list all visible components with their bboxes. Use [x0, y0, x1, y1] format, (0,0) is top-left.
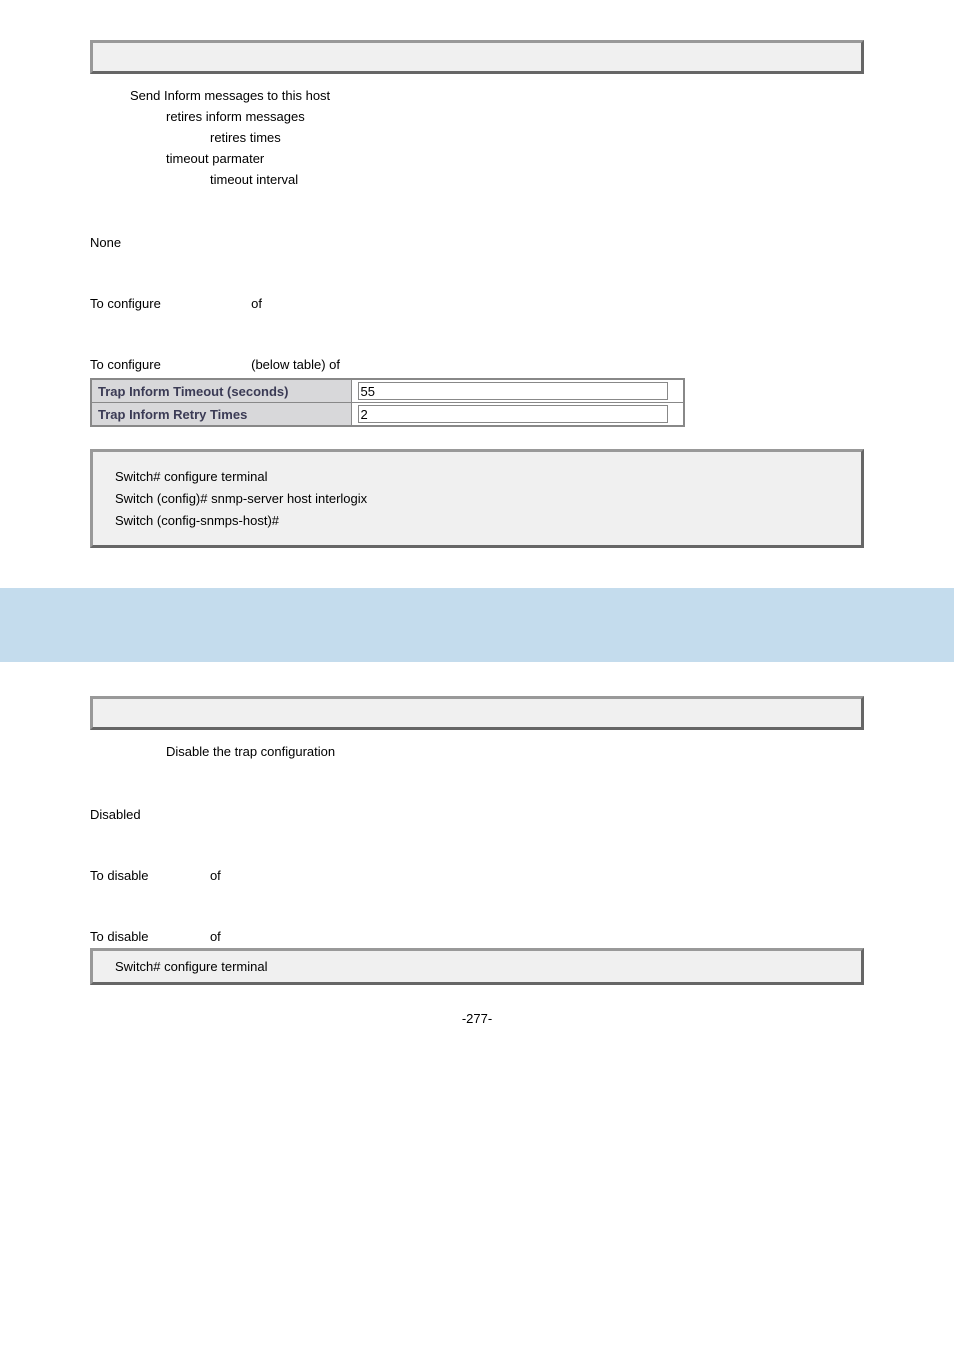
example-line-1: To configure (below table) of: [90, 357, 864, 372]
param-timeout-desc: timeout interval: [210, 172, 864, 187]
example-mid: (below table) of: [251, 357, 340, 372]
trap-retry-label: Trap Inform Retry Times: [91, 403, 351, 427]
syntax-box-1: [90, 40, 864, 74]
param-no-desc: Disable the trap configuration: [166, 744, 864, 759]
param-retries-label: retires inform messages: [166, 109, 864, 124]
example-box-2: Switch# configure terminal: [90, 948, 864, 985]
usage-mid: of: [251, 296, 262, 311]
section-divider-banner: [0, 588, 954, 662]
usage-mid-2: of: [210, 868, 221, 883]
page-number: -277-: [90, 1011, 864, 1026]
param-informs-desc: Send Inform messages to this host: [130, 88, 864, 103]
trap-retry-input[interactable]: [358, 405, 668, 423]
example-prefix: To configure: [90, 357, 161, 372]
example-line-2: To disable of: [90, 929, 864, 944]
cli-command: Switch (config-snmps-host)#: [115, 513, 839, 528]
syntax-box-2: [90, 696, 864, 730]
cli-command: Switch# configure terminal: [115, 959, 839, 974]
default-value-1: None: [90, 235, 864, 250]
cli-command: Switch# configure terminal: [115, 469, 839, 484]
trap-timeout-label: Trap Inform Timeout (seconds): [91, 379, 351, 403]
param-timeout-label: timeout parmater: [166, 151, 864, 166]
default-value-2: Disabled: [90, 807, 864, 822]
usage-prefix-2: To disable: [90, 868, 149, 883]
param-retries-desc: retires times: [210, 130, 864, 145]
usage-line-2: To disable of: [90, 868, 864, 883]
example-prefix-2: To disable: [90, 929, 149, 944]
trap-inform-table: Trap Inform Timeout (seconds) Trap Infor…: [90, 378, 685, 427]
table-row: Trap Inform Retry Times: [91, 403, 684, 427]
example-box-1: Switch# configure terminal Switch (confi…: [90, 449, 864, 548]
table-row: Trap Inform Timeout (seconds): [91, 379, 684, 403]
usage-line-1: To configure of: [90, 296, 864, 311]
usage-prefix: To configure: [90, 296, 161, 311]
example-mid-2: of: [210, 929, 221, 944]
cli-command: Switch (config)# snmp-server host interl…: [115, 491, 839, 506]
trap-timeout-input[interactable]: [358, 382, 668, 400]
